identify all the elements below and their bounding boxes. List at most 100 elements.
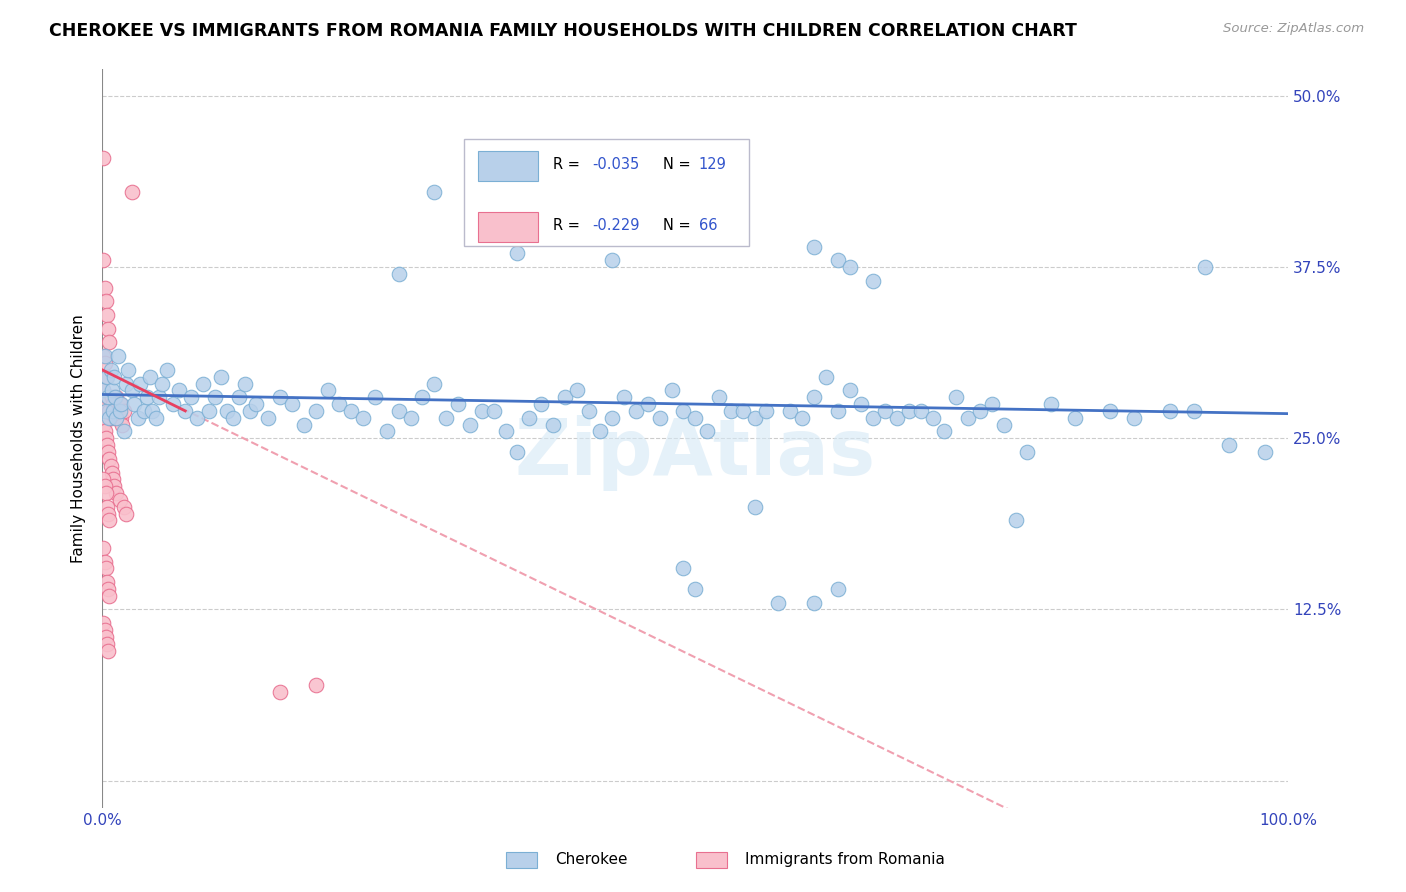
Point: [245, 397, 267, 411]
Point: [411, 390, 433, 404]
Point: [838, 260, 860, 274]
Point: [957, 410, 980, 425]
Point: [96, 308, 118, 322]
Point: [305, 678, 328, 692]
Point: [100, 458, 122, 473]
Point: [506, 246, 529, 260]
Text: R =: R =: [553, 218, 585, 233]
Point: [364, 390, 387, 404]
Point: [127, 410, 149, 425]
Point: [1040, 397, 1063, 411]
Point: [122, 397, 145, 411]
Point: [103, 404, 125, 418]
Point: [886, 410, 908, 425]
Point: [98, 404, 121, 418]
Point: [744, 500, 766, 514]
Point: [94, 410, 117, 425]
Bar: [478, 212, 537, 242]
Point: [94, 294, 117, 309]
Point: [174, 404, 197, 418]
Point: [156, 363, 179, 377]
Text: -0.035: -0.035: [592, 157, 640, 172]
Point: [779, 404, 801, 418]
Point: [215, 404, 238, 418]
Point: [388, 404, 411, 418]
Point: [100, 410, 122, 425]
Point: [103, 479, 125, 493]
Point: [96, 397, 118, 411]
Point: [93, 151, 115, 165]
Point: [269, 684, 291, 698]
Point: [93, 404, 115, 418]
Point: [111, 417, 134, 432]
Point: [434, 410, 457, 425]
Point: [93, 479, 115, 493]
Point: [145, 410, 167, 425]
Y-axis label: Family Households with Children: Family Households with Children: [72, 314, 86, 563]
Point: [328, 397, 350, 411]
Point: [755, 404, 778, 418]
Point: [93, 384, 115, 398]
Point: [672, 561, 695, 575]
Point: [375, 425, 398, 439]
Text: CHEROKEE VS IMMIGRANTS FROM ROMANIA FAMILY HOUSEHOLDS WITH CHILDREN CORRELATION : CHEROKEE VS IMMIGRANTS FROM ROMANIA FAMI…: [49, 22, 1077, 40]
Point: [707, 390, 730, 404]
Point: [875, 404, 897, 418]
Bar: [478, 152, 537, 181]
Point: [731, 404, 754, 418]
Point: [1064, 410, 1087, 425]
Point: [827, 582, 849, 596]
Point: [98, 335, 121, 350]
Point: [239, 404, 262, 418]
Point: [103, 369, 125, 384]
Text: Cherokee: Cherokee: [555, 853, 628, 867]
Point: [827, 404, 849, 418]
Point: [97, 643, 120, 657]
Point: [94, 431, 117, 445]
Point: [661, 384, 683, 398]
Point: [94, 486, 117, 500]
Point: [228, 390, 250, 404]
Text: 66: 66: [699, 218, 717, 233]
Point: [93, 616, 115, 631]
Point: [458, 417, 481, 432]
Point: [96, 500, 118, 514]
Point: [921, 410, 943, 425]
Point: [803, 596, 825, 610]
Point: [96, 637, 118, 651]
Point: [186, 410, 208, 425]
Point: [1004, 513, 1026, 527]
Point: [897, 404, 920, 418]
Point: [107, 404, 129, 418]
Point: [969, 404, 991, 418]
Text: R =: R =: [553, 157, 585, 172]
Point: [838, 384, 860, 398]
Point: [352, 410, 374, 425]
Point: [104, 390, 127, 404]
Point: [132, 404, 155, 418]
Point: [96, 369, 118, 384]
Point: [554, 390, 576, 404]
Point: [600, 410, 623, 425]
Point: [565, 384, 588, 398]
Point: [93, 555, 115, 569]
Point: [112, 425, 135, 439]
Point: [1017, 445, 1039, 459]
Point: [169, 384, 191, 398]
Point: [150, 376, 173, 391]
Point: [423, 376, 446, 391]
Point: [980, 397, 1002, 411]
Point: [814, 369, 837, 384]
Point: [934, 425, 956, 439]
Point: [105, 410, 128, 425]
Point: [138, 369, 160, 384]
Point: [93, 349, 115, 363]
Point: [93, 472, 115, 486]
Point: [399, 410, 422, 425]
Point: [104, 410, 127, 425]
Point: [1159, 404, 1181, 418]
Point: [447, 397, 470, 411]
Point: [191, 376, 214, 391]
Point: [292, 417, 315, 432]
Text: ZipAtlas: ZipAtlas: [515, 415, 876, 491]
